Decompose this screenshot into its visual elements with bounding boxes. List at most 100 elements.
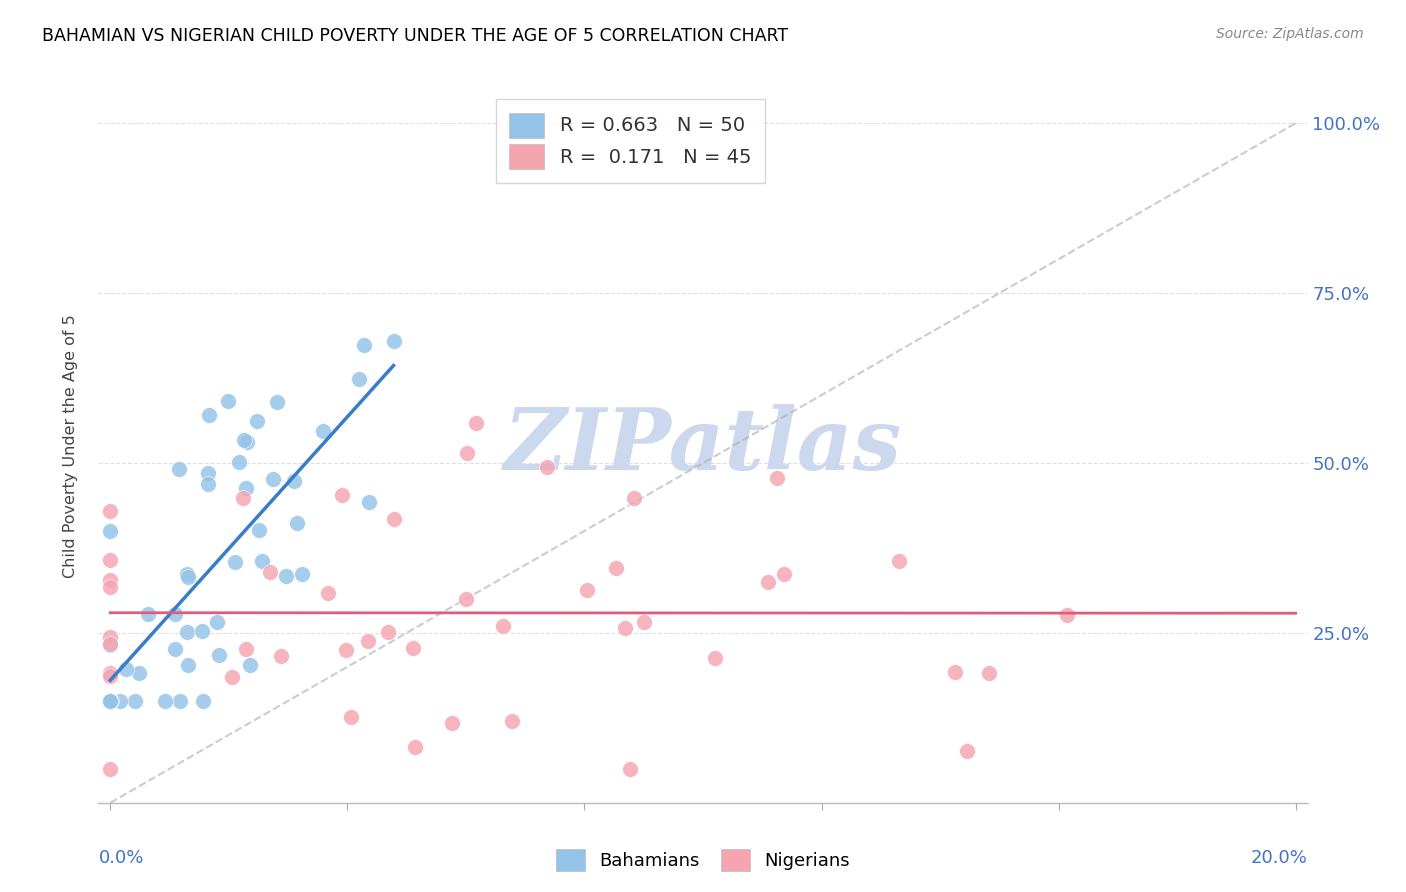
Point <box>619 762 641 776</box>
Point <box>98 694 121 708</box>
Point <box>491 619 513 633</box>
Point <box>228 455 250 469</box>
Point <box>246 414 269 428</box>
Point <box>98 580 121 594</box>
Point <box>98 694 121 708</box>
Point <box>224 555 246 569</box>
Point <box>98 637 121 651</box>
Point <box>956 744 979 758</box>
Point <box>772 567 794 582</box>
Point <box>266 395 288 409</box>
Point <box>501 714 523 728</box>
Point <box>464 416 486 430</box>
Point <box>357 634 380 648</box>
Point <box>441 715 464 730</box>
Point <box>100 694 122 708</box>
Point <box>176 567 198 582</box>
Point <box>283 474 305 488</box>
Point <box>176 624 198 639</box>
Point <box>633 615 655 629</box>
Point <box>613 621 636 635</box>
Point <box>98 666 121 681</box>
Point <box>332 488 354 502</box>
Point <box>377 624 399 639</box>
Point <box>221 670 243 684</box>
Point <box>232 491 254 505</box>
Point <box>454 591 477 606</box>
Point <box>276 569 298 583</box>
Point <box>340 709 363 723</box>
Point <box>704 651 727 665</box>
Point <box>575 582 598 597</box>
Y-axis label: Child Poverty Under the Age of 5: Child Poverty Under the Age of 5 <box>63 314 77 578</box>
Point <box>382 334 405 349</box>
Point <box>623 491 645 505</box>
Legend: Bahamians, Nigerians: Bahamians, Nigerians <box>548 842 858 879</box>
Point <box>239 657 262 672</box>
Point <box>285 516 308 531</box>
Point <box>252 554 274 568</box>
Point <box>382 512 405 526</box>
Point <box>312 424 335 438</box>
Point <box>943 665 966 679</box>
Point <box>756 574 779 589</box>
Text: 20.0%: 20.0% <box>1251 849 1308 867</box>
Point <box>98 694 121 708</box>
Point <box>98 504 121 518</box>
Point <box>98 630 121 644</box>
Point <box>136 607 159 622</box>
Text: 0.0%: 0.0% <box>98 849 143 867</box>
Point <box>233 433 256 447</box>
Point <box>235 481 257 495</box>
Point <box>197 466 219 480</box>
Point <box>247 524 270 538</box>
Text: ZIPatlas: ZIPatlas <box>503 404 903 488</box>
Point <box>347 372 370 386</box>
Point <box>177 570 200 584</box>
Point <box>124 694 146 708</box>
Point <box>98 524 121 538</box>
Point <box>335 643 357 657</box>
Point <box>605 561 627 575</box>
Point <box>191 694 214 708</box>
Point <box>176 657 198 672</box>
Point <box>169 694 191 708</box>
Point <box>291 566 314 581</box>
Point <box>889 554 911 568</box>
Point <box>536 460 558 475</box>
Point <box>98 694 121 708</box>
Point <box>197 476 219 491</box>
Point <box>259 566 281 580</box>
Point <box>353 338 375 352</box>
Point <box>110 694 132 708</box>
Point <box>115 662 138 676</box>
Text: Source: ZipAtlas.com: Source: ZipAtlas.com <box>1216 27 1364 41</box>
Point <box>205 615 228 629</box>
Point <box>98 762 121 776</box>
Point <box>979 665 1001 680</box>
Point <box>316 586 339 600</box>
Point <box>165 642 187 657</box>
Point <box>98 552 121 566</box>
Point <box>98 638 121 652</box>
Point <box>1056 607 1078 622</box>
Point <box>167 462 190 476</box>
Point <box>217 393 239 408</box>
Point <box>197 408 219 422</box>
Point <box>165 607 187 622</box>
Point <box>98 694 121 708</box>
Point <box>766 471 789 485</box>
Point <box>153 694 176 708</box>
Point <box>359 495 381 509</box>
Point <box>191 624 214 639</box>
Point <box>456 446 478 460</box>
Legend: R = 0.663   N = 50, R =  0.171   N = 45: R = 0.663 N = 50, R = 0.171 N = 45 <box>496 99 765 183</box>
Point <box>98 669 121 683</box>
Point <box>401 641 423 656</box>
Text: BAHAMIAN VS NIGERIAN CHILD POVERTY UNDER THE AGE OF 5 CORRELATION CHART: BAHAMIAN VS NIGERIAN CHILD POVERTY UNDER… <box>42 27 789 45</box>
Point <box>404 739 426 754</box>
Point <box>235 642 257 657</box>
Point <box>98 574 121 588</box>
Point <box>207 648 229 662</box>
Point <box>236 434 259 449</box>
